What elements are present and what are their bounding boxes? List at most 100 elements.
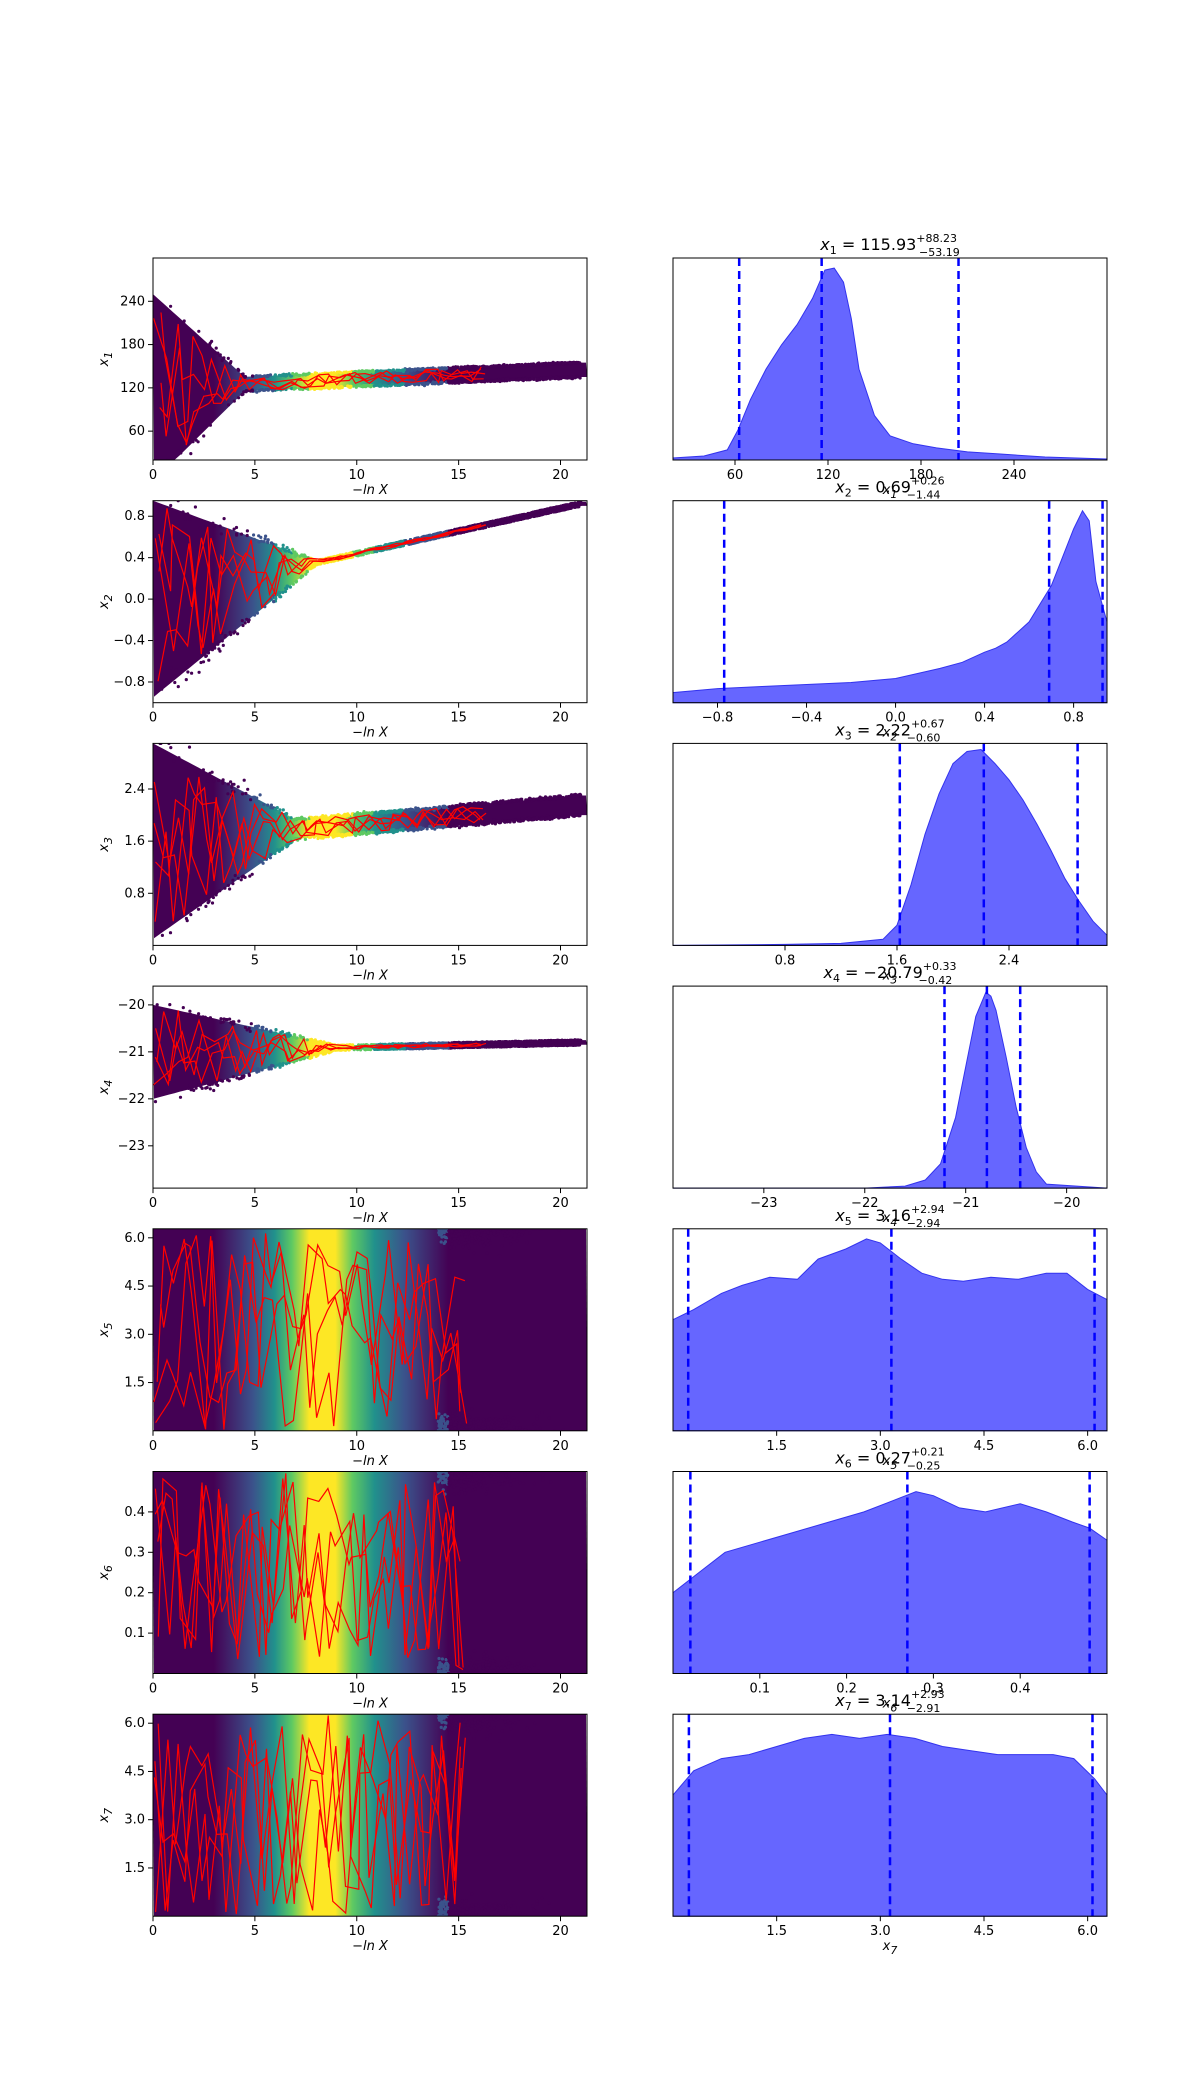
dead-point: [387, 809, 391, 813]
dead-point: [539, 1039, 544, 1043]
dead-point: [570, 1043, 575, 1047]
dead-point: [322, 834, 326, 839]
dead-point: [570, 1038, 575, 1043]
dead-point: [468, 1415, 472, 1419]
dead-point: [457, 1491, 461, 1496]
dead-point: [486, 1425, 490, 1429]
y-tick-label: 2.4: [124, 782, 145, 797]
dead-point: [519, 1040, 523, 1044]
dead-point: [236, 367, 240, 371]
dead-point: [214, 1082, 218, 1086]
dead-point: [340, 385, 344, 390]
dead-point: [542, 797, 546, 801]
dead-point: [240, 393, 244, 397]
trace-line: [153, 1240, 468, 1430]
dead-point: [537, 513, 541, 517]
dead-point: [214, 890, 219, 894]
dead-point: [448, 1422, 453, 1426]
dead-point: [285, 373, 289, 377]
dead-point: [513, 1039, 517, 1043]
dead-point: [540, 508, 544, 512]
dead-point: [274, 543, 278, 547]
dead-point: [488, 1417, 492, 1421]
dead-point: [245, 533, 249, 538]
dead-point: [556, 1043, 561, 1047]
dead-point: [369, 812, 373, 816]
dead-point: [379, 369, 383, 373]
dead-point: [559, 508, 563, 512]
dead-point: [480, 822, 485, 826]
dead-point: [513, 1235, 517, 1240]
dead-point: [528, 1231, 532, 1235]
dead-point: [560, 376, 564, 380]
dead-point: [494, 364, 498, 368]
dead-point: [203, 895, 207, 899]
dead-point: [372, 384, 376, 388]
dead-point: [314, 372, 318, 376]
dead-point: [418, 826, 422, 831]
dead-point: [429, 824, 433, 828]
dead-point: [433, 381, 437, 385]
dead-point: [218, 889, 222, 893]
dead-point: [481, 801, 485, 806]
dead-point: [477, 801, 481, 805]
dead-point: [323, 1052, 327, 1056]
dead-point: [285, 546, 289, 550]
dead-point: [406, 808, 410, 813]
dead-point: [189, 452, 193, 456]
dead-point: [444, 1658, 448, 1662]
dead-point: [532, 514, 536, 519]
dead-point: [535, 1417, 539, 1421]
trace-line: [155, 1028, 480, 1084]
dead-point: [506, 819, 511, 824]
dead-point: [403, 809, 407, 813]
dead-point: [431, 366, 435, 370]
dead-point: [241, 1075, 245, 1079]
dead-point: [544, 817, 548, 821]
dead-point: [271, 389, 275, 393]
dead-point: [484, 1045, 488, 1049]
x-axis-label: x3: [882, 968, 898, 986]
x-tick-label: 10: [348, 711, 365, 726]
dead-point: [245, 617, 249, 621]
dead-point: [438, 806, 442, 810]
dead-point: [268, 856, 272, 860]
dead-point: [495, 518, 499, 523]
trace-lines: [154, 508, 487, 682]
trace-panel-x6: 0 5 10 15 200.10.20.30.4−ln Xx6: [97, 1471, 588, 1712]
dead-point: [520, 1233, 524, 1237]
dead-point: [481, 1228, 485, 1232]
dead-point: [243, 1025, 247, 1029]
dead-point: [482, 526, 486, 530]
dead-point: [260, 860, 264, 864]
dead-point: [564, 503, 568, 507]
dead-point: [355, 812, 359, 816]
dead-point: [499, 518, 504, 522]
dead-point: [495, 1428, 499, 1431]
dead-point: [226, 782, 230, 786]
dead-point: [540, 817, 544, 821]
dead-point: [499, 820, 503, 825]
dead-point: [507, 1421, 511, 1425]
dead-point: [410, 368, 414, 372]
dead-point: [260, 1028, 264, 1032]
dead-point: [450, 1656, 454, 1660]
dead-point: [307, 371, 311, 375]
dead-point: [532, 363, 537, 367]
dead-point: [536, 1043, 540, 1047]
dead-point: [553, 1039, 557, 1043]
dead-point: [495, 819, 499, 823]
dead-point: [513, 818, 517, 822]
y-tick-label: 0.8: [124, 886, 145, 901]
dead-point: [519, 800, 523, 804]
dead-point: [281, 590, 285, 595]
dead-point: [196, 907, 201, 911]
dead-point: [288, 585, 292, 589]
dead-point: [459, 803, 463, 808]
dead-point: [375, 550, 379, 554]
dead-point: [298, 554, 302, 558]
dead-point: [317, 386, 321, 390]
dead-point: [364, 811, 369, 815]
dead-point: [461, 1245, 465, 1249]
dead-point: [336, 813, 340, 817]
